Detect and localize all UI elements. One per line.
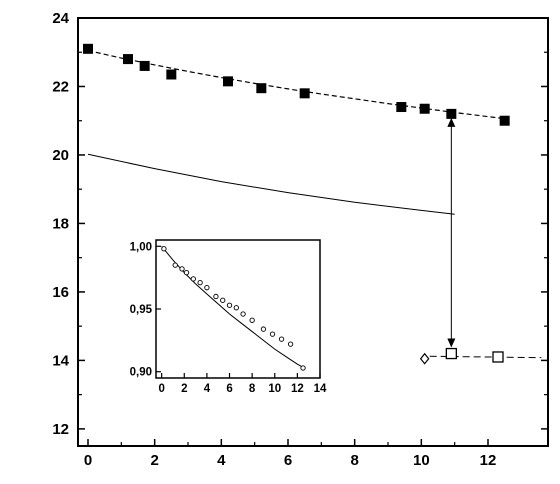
inset-point [300,365,306,371]
arrow-head-up [447,117,456,127]
na1si136-point [166,69,177,80]
na1si136-point [446,108,457,119]
x-tick-label: 4 [217,452,226,469]
na1si136-point [256,83,267,94]
inset-x-tick-label: 8 [249,383,256,395]
inset-x-tick-label: 6 [226,383,232,395]
na1si136-point [499,115,510,126]
inset-point [197,280,203,286]
na1si136-point [139,60,150,71]
na1si136-point [396,102,407,113]
inset-point [226,302,233,308]
inset-point [287,341,294,347]
inset-point [278,336,285,342]
inset-point [172,262,178,268]
inset-y-tick-label: 1,00 [130,241,152,253]
inset-point [179,266,185,272]
plot-frame [77,17,549,447]
inset-y-tick-label: 0,90 [130,367,152,379]
inset-plot: 0 2 4 6 8 10 12 14 0,90 0,95 1,00 [130,239,327,395]
inset-point [260,326,267,332]
sn-beta-point [445,347,457,360]
inset-point [240,311,246,317]
inset-point [249,317,255,323]
inset-y-tick-label: 0,95 [130,304,153,316]
y-tick-label: 20 [52,147,69,164]
inset-x-tick-label: 10 [268,383,281,395]
sn-beta-line [429,355,542,359]
y-tick-label: 22 [52,78,69,95]
inset-point [183,269,190,276]
inset-x-tick-label: 4 [204,383,211,395]
sn-beta-point [492,351,504,363]
x-tick-label: 0 [84,452,92,469]
na1si136-point [123,54,133,65]
na1si136-point [419,103,430,114]
y-tick-label: 12 [52,421,69,438]
inset-point [213,293,219,300]
inset-x-tick-label: 2 [181,383,187,395]
inset-x-tick-label: 14 [314,383,327,395]
inset-point [269,331,276,337]
silicium-line [87,153,455,215]
na1si136-point [299,88,310,99]
y-tick-label: 16 [52,284,69,301]
y-tick-label: 24 [52,10,69,27]
x-tick-label: 10 [413,452,430,469]
na1si136-point [83,43,93,54]
na1si136-point [223,76,233,87]
arrow-head-down [447,338,456,348]
inset-point [204,285,210,291]
y-tick-label: 18 [52,215,69,232]
x-tick-label: 12 [480,452,497,469]
x-tick-label: 6 [284,452,292,469]
x-tick-label: 2 [150,452,158,469]
x-tick-label: 8 [350,452,358,469]
inset-point [161,246,167,252]
inset-x-tick-label: 0 [158,383,164,395]
inset-point [190,276,196,282]
inset-x-tick-label: 12 [291,383,304,395]
diamond-marker [419,352,430,365]
inset-point [233,305,239,311]
na1si136-fit-line [87,49,505,120]
y-tick-label: 14 [52,352,69,369]
inset-point [220,297,226,303]
